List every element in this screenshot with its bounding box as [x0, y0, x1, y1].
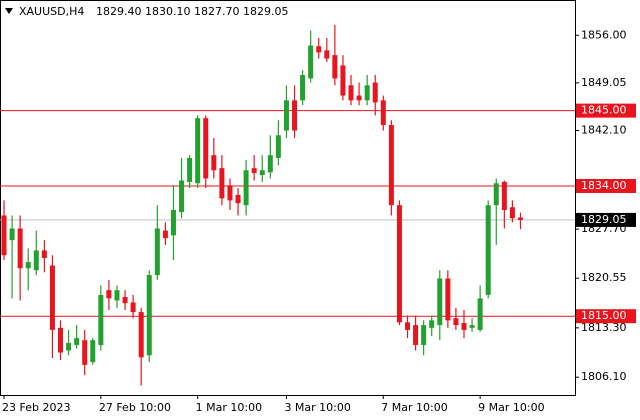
ohlc-value: 1827.70 — [194, 5, 240, 18]
candle-body — [461, 323, 467, 330]
y-tick-label: 1856.00 — [581, 28, 627, 41]
candle-body — [203, 118, 209, 179]
candle-body — [388, 125, 394, 206]
candle-body — [66, 342, 72, 351]
x-tick-label: 23 Feb 2023 — [2, 401, 70, 414]
candle-body — [405, 322, 410, 330]
candle-body — [396, 205, 402, 323]
candle-body — [251, 168, 257, 173]
ohlc-value: 1829.05 — [243, 5, 289, 18]
candle-body — [332, 55, 338, 79]
level-label-box — [576, 309, 636, 324]
candle-body — [517, 217, 523, 220]
ohlc-value: 1829.40 — [96, 5, 142, 18]
menu-arrow[interactable] — [5, 8, 13, 14]
candle-body — [74, 338, 80, 345]
y-tick-label: 1813.30 — [581, 321, 627, 334]
candle-body — [308, 45, 314, 79]
candle-body — [49, 265, 55, 330]
price-label: 1829.05 — [581, 213, 627, 226]
candle-body — [138, 312, 144, 358]
candle-body — [17, 228, 23, 269]
candle-body — [179, 180, 185, 213]
candle-body — [283, 100, 289, 131]
candle-body — [509, 207, 515, 219]
candle-body — [316, 46, 322, 53]
candle-body — [57, 327, 63, 353]
x-tick-label: 7 Mar 10:00 — [381, 401, 447, 414]
candle-body — [227, 185, 233, 201]
candle-body — [267, 155, 273, 173]
candle-body — [413, 325, 419, 345]
candle-body — [122, 297, 128, 304]
plot-frame — [0, 0, 576, 396]
candle-body — [187, 157, 193, 182]
level-label-box — [576, 179, 636, 194]
level-label: 1815.00 — [581, 309, 627, 322]
candle-body — [324, 50, 330, 59]
candle-body — [130, 302, 136, 313]
level-label: 1834.00 — [581, 179, 627, 192]
candle-body — [429, 320, 435, 328]
candle-body — [300, 75, 306, 101]
candle-body — [243, 170, 249, 206]
candle-body — [372, 82, 378, 103]
candle-body — [154, 228, 160, 276]
level-label-box — [576, 103, 636, 118]
candle-body — [114, 290, 120, 301]
candle-body — [9, 228, 15, 241]
ohlc-values: 1829.40 1830.10 1827.70 1829.05 — [96, 5, 289, 18]
candle-body — [162, 230, 168, 239]
candle-body — [1, 215, 7, 256]
chart-title: XAUUSD,H4 — [19, 5, 84, 18]
candle-body — [170, 209, 176, 236]
candle-body — [33, 250, 39, 271]
candle-body — [275, 135, 281, 158]
x-tick-label: 1 Mar 10:00 — [196, 401, 262, 414]
x-tick-label: 27 Feb 10:00 — [99, 401, 171, 414]
candle-body — [219, 168, 225, 199]
candle-body — [211, 155, 217, 171]
candle-body — [25, 262, 31, 269]
candle-body — [292, 100, 298, 131]
candle-body — [235, 194, 241, 204]
candle-body — [469, 325, 475, 328]
candle-body — [364, 85, 370, 101]
candle-body — [106, 290, 112, 299]
candle-body — [477, 298, 483, 330]
candle-body — [98, 294, 104, 345]
candle-body — [493, 183, 499, 206]
y-tick-label: 1842.10 — [581, 124, 627, 137]
candle-body — [437, 278, 443, 326]
candle-body — [348, 85, 354, 101]
ohlc-value: 1830.10 — [145, 5, 191, 18]
price-label-box — [576, 212, 636, 227]
candle-body — [259, 170, 265, 176]
candle-body — [421, 325, 427, 345]
x-tick-label: 3 Mar 10:00 — [284, 401, 350, 414]
candle-body — [445, 278, 451, 321]
candle-body — [485, 205, 491, 295]
candle-body — [501, 181, 507, 210]
y-tick-label: 1806.10 — [581, 370, 627, 383]
candle-body — [90, 340, 96, 363]
candle-body — [453, 318, 459, 326]
candle-body — [82, 340, 88, 365]
candle-body — [41, 250, 47, 258]
candle-body — [195, 118, 201, 184]
level-label: 1845.00 — [581, 104, 627, 117]
x-tick-label: 9 Mar 10:00 — [478, 401, 544, 414]
candle-body — [340, 65, 346, 96]
candle-body — [146, 275, 152, 356]
y-tick-label: 1820.55 — [581, 271, 627, 284]
candle-body — [356, 95, 362, 101]
y-tick-label: 1849.05 — [581, 76, 627, 89]
candle-body — [380, 100, 386, 126]
